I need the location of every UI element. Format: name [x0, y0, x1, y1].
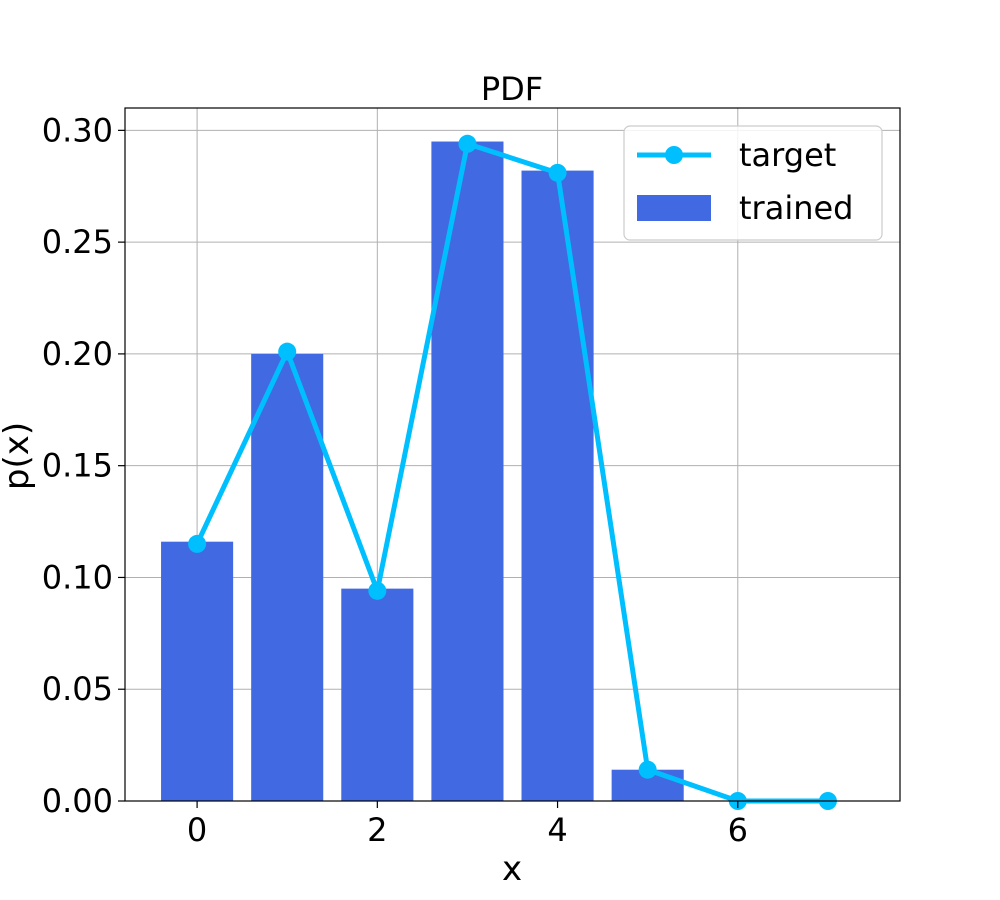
trained-bar-0 — [161, 541, 234, 801]
chart-title: PDF — [481, 70, 543, 108]
target-point-2 — [368, 581, 387, 600]
y-tick-label: 0.10 — [42, 558, 113, 596]
y-tick-label: 0.05 — [42, 670, 113, 708]
x-axis-title: x — [502, 849, 522, 889]
y-tick-label: 0.25 — [42, 223, 113, 261]
legend-target-marker — [665, 146, 683, 164]
x-tick-label: 4 — [547, 811, 567, 849]
trained-bar-2 — [341, 588, 414, 801]
trained-bar-3 — [431, 141, 504, 802]
y-tick-label: 0.20 — [42, 335, 113, 373]
x-tick-label: 6 — [728, 811, 748, 849]
trained-bar-4 — [521, 170, 594, 801]
target-point-4 — [548, 163, 567, 182]
trained-bar-1 — [251, 353, 324, 801]
legend-target-label: target — [739, 136, 836, 174]
y-tick-label: 0.00 — [42, 782, 113, 820]
target-point-0 — [188, 534, 207, 553]
y-tick-label: 0.15 — [42, 447, 113, 485]
target-point-5 — [638, 760, 657, 779]
target-line-path — [194, 141, 828, 804]
legend-trained-label: trained — [739, 189, 853, 227]
target-point-1 — [278, 342, 297, 361]
target-point-3 — [458, 134, 477, 153]
y-tick-label: 0.30 — [42, 111, 113, 149]
legend: target trained — [623, 125, 883, 241]
trained-bars — [161, 141, 684, 802]
x-tick-label: 2 — [367, 811, 387, 849]
plot-frame — [124, 107, 901, 802]
target-line — [188, 134, 837, 810]
legend-trained-swatch — [637, 195, 711, 221]
x-tick-label: 0 — [187, 811, 207, 849]
axis-ticks: 0 2 4 6 0.00 0.05 0.10 0.15 0.20 0.25 0.30 — [42, 111, 748, 849]
y-axis-title: p(x) — [0, 422, 37, 490]
